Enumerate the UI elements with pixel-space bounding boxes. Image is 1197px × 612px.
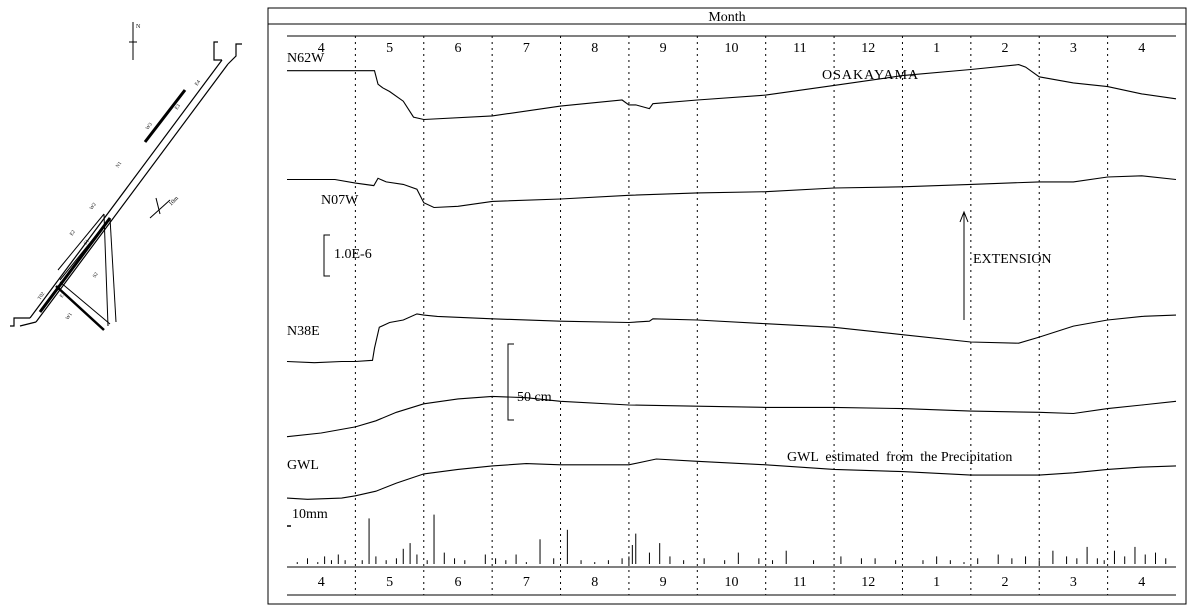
map-label: E2 [70,229,78,237]
map-label: S1 [84,239,91,247]
month-tick-label: 5 [386,575,393,590]
month-tick-label: 6 [454,575,461,590]
chart-title: Month [708,10,745,25]
gwl-note: GWL estimated from the Precipitation [787,450,1012,465]
precip-scale-label: 10mm [292,507,328,522]
map-label: S2 [93,272,100,280]
month-tick-label: 1 [933,41,940,56]
month-tick-label: 10 [725,575,739,590]
series-lines [286,64,1177,500]
month-tick-label: 12 [861,575,875,590]
month-tick-label: 4 [1138,41,1145,56]
month-ticks-top: 4 5 6 7 8 9 10 11 12 1 2 3 4 [318,41,1146,56]
tunnel-layout-map: N 10m E4 E3 W3 N1 W2 E2 S1 S2 E1 T02 W1 [10,22,242,331]
month-tick-label: 8 [591,41,598,56]
map-label: N1 [116,161,124,169]
map-label: W3 [146,122,155,131]
month-tick-label: 4 [1138,575,1145,590]
month-tick-label: 2 [1002,41,1009,56]
month-ticks-bottom: 4 5 6 7 8 9 10 11 12 1 2 3 4 [318,575,1146,590]
month-tick-label: 1 [933,575,940,590]
map-label: W2 [90,202,99,211]
month-tick-label: 9 [660,41,667,56]
gwl-scale-label: 50 cm [517,390,552,405]
extension-label: EXTENSION [973,252,1052,267]
month-tick-label: 9 [660,575,667,590]
month-tick-label: 4 [318,41,325,56]
map-scale-tick [155,197,161,215]
month-tick-label: 3 [1070,41,1077,56]
month-tick-label: 4 [318,575,325,590]
month-tick-label: 12 [861,41,875,56]
series-label-gwl: GWL [287,458,319,473]
series-line-n38e-lower [286,395,1177,438]
month-tick-label: 8 [591,575,598,590]
gwl-scale-bar [507,343,514,421]
map-label: W1 [66,312,75,321]
strain-scale-bar [323,234,330,277]
month-tick-label: 6 [454,41,461,56]
series-line-gwl [286,458,1177,500]
map-label: T02 [38,291,47,301]
series-label-n38e: N38E [287,324,320,339]
chart-frame [267,7,1187,605]
north-arrow-label: N [136,24,141,30]
branch-tunnel [55,213,117,331]
map-scale-bar [149,199,171,219]
month-tick-label: 7 [523,575,530,590]
extension-arrowhead [959,210,969,223]
month-tick-label: 11 [793,575,806,590]
month-tick-label: 5 [386,41,393,56]
series-line-n07w [287,175,1177,209]
series-label-n07w: N07W [321,193,359,208]
month-tick-label: 10 [725,41,739,56]
series-label-n62w: N62W [287,51,325,66]
precipitation-bars [296,514,1167,564]
month-tick-label: 11 [793,41,806,56]
month-tick-label: 2 [1002,575,1009,590]
month-tick-label: 3 [1070,575,1077,590]
site-label: OSAKAYAMA [822,68,919,83]
series-line-n38e [286,313,1177,364]
main-tunnel [10,41,242,327]
month-grid [354,36,1109,595]
month-tick-label: 7 [523,41,530,56]
series-line-n62w [287,64,1177,121]
strain-scale-label: 1.0E-6 [334,247,372,262]
map-label: E3 [175,103,183,111]
map-label: E4 [195,79,203,87]
map-label: E1 [60,291,68,299]
